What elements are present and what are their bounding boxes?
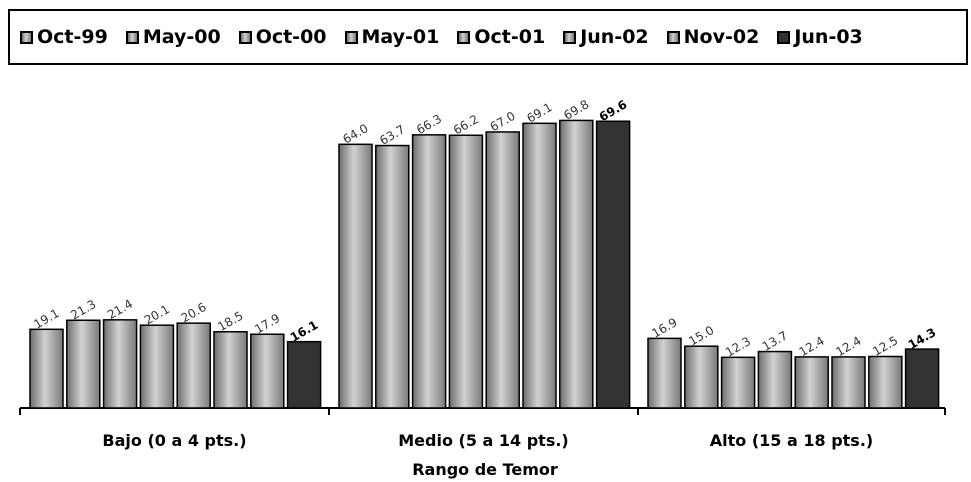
bar [102,319,138,409]
legend-label: Nov-02 [683,26,760,48]
bar [831,356,866,409]
data-label: 21.4 [105,297,135,322]
data-label: 18.5 [215,309,245,334]
legend-item-nov-02: Nov-02 [666,26,760,48]
bar [286,340,322,409]
bar [29,328,64,409]
data-label: 69.8 [561,97,591,122]
legend-swatch [125,30,139,44]
bar [757,350,793,409]
bar [522,122,557,409]
bar [684,345,719,409]
legend-item-oct-00: Oct-00 [238,26,327,48]
bar [720,356,756,409]
legend-label: May-01 [361,26,440,48]
legend-label: Jun-03 [794,26,863,48]
bar [411,134,447,409]
legend-item-jun-02: Jun-02 [563,26,649,48]
legend-label: May-00 [142,26,221,48]
legend-item-may-00: May-00 [125,26,221,48]
chart-legend: Oct-99 May-00 Oct-00 May-01 Oct-01 Jun-02 Nov-… [8,9,968,65]
data-label: 64.0 [340,121,370,146]
legend-swatch [563,30,577,44]
plot-area: 19.1 21.3 21.4 20.1 20.6 18.5 17.9 16.1 Bajo (0 … [19,97,946,450]
data-label: 17.9 [252,311,282,336]
data-label: 16.9 [649,315,679,340]
data-label: 69.1 [524,100,554,125]
data-label: 19.1 [31,306,61,331]
bar [868,355,903,409]
bar [448,134,484,409]
bar [559,119,594,409]
data-label: 15.0 [686,323,716,348]
bar [647,337,682,409]
data-label: 12.3 [723,334,753,359]
bar [375,144,410,409]
x-axis-title: Rango de Temor [412,460,558,479]
legend-label: Oct-99 [37,26,108,48]
bar [250,333,285,409]
legend-swatch [344,30,358,44]
legend-item-oct-01: Oct-01 [457,26,545,48]
bar [794,356,829,409]
data-label: 13.7 [760,328,790,353]
data-label: 69.6 [597,97,630,124]
bar [176,322,211,409]
legend-swatch [20,30,33,44]
legend-item-jun-03: Jun-03 [777,26,863,48]
legend-label: Oct-00 [255,26,327,48]
data-label: 20.1 [142,302,172,327]
data-label: 14.3 [906,325,939,352]
legend-label: Oct-01 [474,26,546,48]
bar [904,348,940,409]
category-label: Medio (5 a 14 pts.) [398,431,569,450]
category-label: Alto (15 a 18 pts.) [710,431,873,450]
legend-label: Jun-02 [580,26,649,48]
legend-item-oct-99: Oct-99 [20,26,108,48]
bar [66,319,101,409]
bar [595,120,631,409]
bar [213,331,248,409]
legend-item-may-01: May-01 [344,26,440,48]
data-label: 63.7 [377,122,407,147]
data-label: 12.4 [833,334,863,359]
data-label: 20.6 [179,300,209,325]
data-label: 12.5 [870,333,900,358]
data-label: 66.2 [451,112,481,137]
legend-swatch [238,30,252,44]
bar [338,143,373,409]
legend-swatch [666,30,680,44]
category-label: Bajo (0 a 4 pts.) [102,431,246,450]
data-label: 66.3 [414,112,444,137]
data-label: 12.4 [797,334,827,359]
legend-swatch [457,30,471,44]
bar [485,131,520,409]
data-label: 16.1 [288,318,321,345]
bar [139,324,175,409]
legend-swatch [777,30,791,44]
data-label: 67.0 [488,109,518,134]
data-label: 21.3 [68,297,98,322]
